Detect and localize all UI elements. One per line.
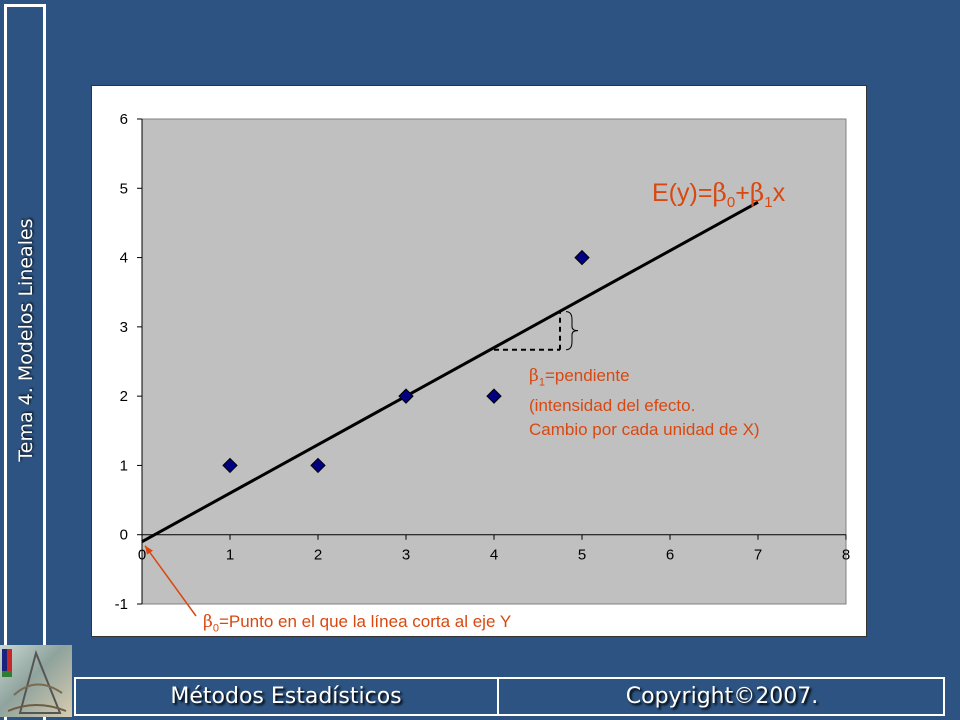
beta1-subscript: 1	[764, 194, 773, 211]
footer-copyright: Copyright©2007.	[625, 684, 819, 709]
slope-beta-symbol: β	[529, 366, 539, 386]
data-point	[486, 388, 502, 404]
slope-note-line1: β1=pendiente	[529, 364, 760, 394]
plot-area	[141, 118, 847, 605]
slide-side-title: Tema 4. Modelos Lineales	[15, 218, 37, 462]
intercept-beta-symbol: β	[203, 612, 213, 632]
slope-note-text: =pendiente	[544, 366, 630, 385]
equation-prefix: E(y)=	[652, 179, 713, 207]
beta1-symbol: β	[749, 178, 765, 207]
equation-suffix: x	[772, 179, 786, 207]
slope-brace	[565, 311, 579, 351]
data-point	[222, 457, 238, 474]
footer-divider	[497, 678, 499, 715]
y-tick-label: 5	[120, 180, 128, 197]
scatter-chart: 0 1 2 3 4 5 6 7 8 -1 0 1 2 3 4 5 6	[115, 111, 851, 617]
equation-label: E(y)=β0+β1x	[652, 178, 785, 218]
slope-note: β1=pendiente (intensidad del efecto. Cam…	[529, 364, 760, 442]
y-tick-label: 3	[120, 319, 128, 336]
x-tick-label: 3	[402, 547, 410, 564]
y-tick-label: 0	[120, 527, 128, 544]
intercept-note: β0=Punto en el que la línea corta al eje…	[203, 610, 511, 640]
x-tick-label: 2	[314, 547, 322, 564]
data-points	[222, 249, 590, 474]
x-tick-label: 4	[490, 547, 498, 564]
data-point	[574, 249, 590, 266]
x-tick-label: 5	[578, 547, 586, 564]
slope-note-line3: Cambio por cada unidad de X)	[529, 420, 760, 440]
equation-plus: +	[735, 179, 750, 207]
left-frame	[4, 4, 46, 720]
data-point	[398, 388, 414, 404]
intercept-note-text: =Punto en el que la línea corta al eje Y	[218, 612, 512, 631]
footer-course-title: Métodos Estadísticos	[170, 684, 402, 709]
data-point	[310, 457, 326, 474]
beta0-subscript: 0	[726, 194, 736, 211]
x-tick-label: 8	[842, 547, 850, 564]
intercept-arrow-head	[145, 545, 153, 555]
y-tick-label: 1	[120, 457, 128, 474]
chart-panel: 0 1 2 3 4 5 6 7 8 -1 0 1 2 3 4 5 6 E(y)=β0+β1x β1=pendie…	[91, 85, 867, 637]
regression-line	[141, 200, 759, 543]
x-tick-label: 7	[754, 547, 762, 564]
intercept-arrow-line	[144, 545, 197, 617]
y-tick-label: 4	[120, 250, 128, 267]
university-logo	[0, 645, 72, 717]
tick-labels: 0 1 2 3 4 5 6 7 8 -1 0 1 2 3 4 5 6	[115, 111, 851, 613]
footer-bar	[74, 677, 945, 716]
y-tick-label: 6	[120, 111, 128, 128]
slope-note-line2: (intensidad del efecto.	[529, 396, 696, 416]
x-tick-label: 0	[138, 547, 146, 564]
y-tick-label: 2	[120, 388, 128, 405]
slope-beta-subscript: 1	[538, 376, 545, 389]
x-tick-label: 6	[666, 547, 674, 564]
beta0-symbol: β	[712, 178, 727, 207]
intercept-beta-subscript: 0	[212, 622, 219, 635]
y-tick-label: -1	[115, 596, 128, 613]
regression-layer	[141, 200, 759, 543]
x-tick-label: 1	[226, 547, 234, 564]
annotation-marks	[144, 311, 579, 617]
